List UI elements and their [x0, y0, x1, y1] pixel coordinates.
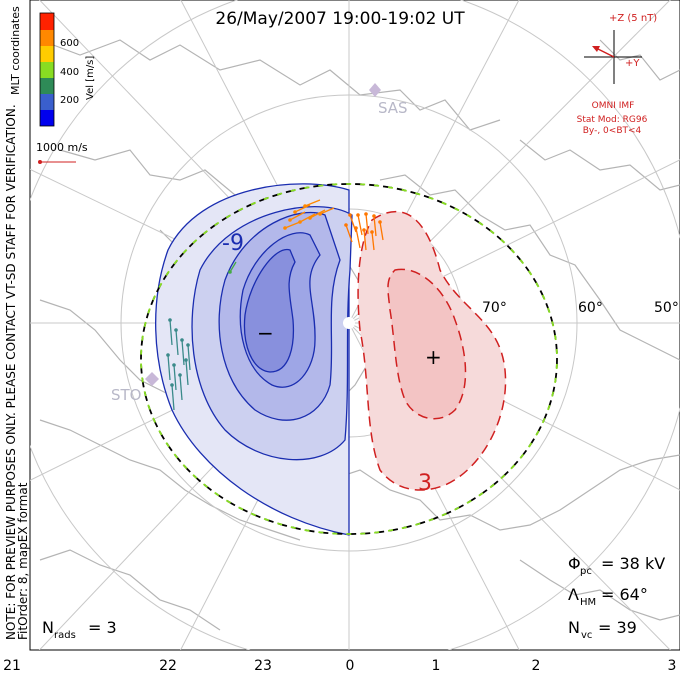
imf-source: OMNI IMF [592, 101, 635, 111]
positive-potential-cell [357, 210, 507, 491]
station-sas: SAS [369, 83, 408, 117]
imf-indicator [584, 30, 642, 84]
svg-text:pc: pc [580, 566, 592, 577]
svg-text:= 38 kV: = 38 kV [601, 554, 665, 573]
mlt-label-3: 3 [668, 658, 677, 674]
stat-model: Stat Mod: RG96 [577, 115, 648, 125]
lat-label-70: 70° [482, 300, 507, 316]
pole-marker [343, 317, 355, 329]
velocity-colorbar [39, 12, 55, 127]
mlt-label-23: 23 [254, 658, 272, 674]
plot-frame [29, 0, 680, 651]
mlt-label-21: 21 [3, 658, 21, 674]
stat-phi-pc: Φ pc = 38 kV [568, 554, 665, 577]
contour-label-negative: -9 [222, 231, 244, 256]
stat-nrads: N rads = 3 [42, 618, 117, 641]
station-label-sas: SAS [378, 99, 408, 117]
svg-text:N: N [568, 618, 580, 637]
stat-nvc: N vc = 39 [568, 618, 637, 641]
svg-text:N: N [42, 618, 54, 637]
mlt-label-0: 0 [346, 658, 355, 674]
imf-y-label: +Y [625, 58, 640, 69]
velocity-vectors [166, 199, 384, 411]
vel-scale-label: Vel [m/s] [85, 56, 96, 100]
preview-note: NOTE: FOR PREVIEW PURPOSES ONLY. PLEASE … [4, 104, 18, 640]
vector-scale-label: 1000 m/s [36, 141, 88, 154]
negative-potential-cell [155, 183, 353, 536]
fit-order-note: FitOrder: 8, mapEX format [16, 482, 30, 640]
vel-tick-600: 600 [60, 38, 79, 49]
mlt-axis: 21 22 23 0 1 2 3 [3, 658, 676, 674]
mlt-label-1: 1 [432, 658, 441, 674]
potential-max-marker: + [425, 345, 442, 369]
vel-tick-400: 400 [60, 67, 79, 78]
stat-lambda-hm: Λ HM = 64° [568, 585, 648, 608]
coord-system-label: MLT coordinates [9, 6, 22, 95]
map-title: 26/May/2007 19:00-19:02 UT [215, 9, 465, 29]
svg-text:Φ: Φ [568, 554, 581, 573]
svg-text:rads: rads [54, 630, 76, 641]
mlt-label-2: 2 [532, 658, 541, 674]
imf-z-label: +Z (5 nT) [609, 13, 657, 24]
mlt-label-22: 22 [159, 658, 177, 674]
svg-text:vc: vc [581, 630, 592, 641]
svg-text:= 39: = 39 [598, 618, 637, 637]
svg-text:Λ: Λ [568, 585, 579, 604]
svg-text:= 64°: = 64° [601, 585, 648, 604]
vel-tick-200: 200 [60, 95, 79, 106]
heppner-maynard-boundary-overlay [140, 183, 558, 535]
svg-text:= 3: = 3 [88, 618, 117, 637]
lat-label-50: 50° [654, 300, 679, 316]
lat-label-60: 60° [578, 300, 603, 316]
station-label-sto: STO [111, 386, 142, 404]
vector-scale-dot [38, 160, 42, 164]
imf-condition: By-, 0<BT<4 [583, 126, 642, 136]
station-sto: STO [111, 372, 159, 404]
svg-text:HM: HM [580, 597, 596, 608]
potential-min-marker: − [257, 321, 274, 345]
contour-label-positive: 3 [418, 471, 432, 496]
